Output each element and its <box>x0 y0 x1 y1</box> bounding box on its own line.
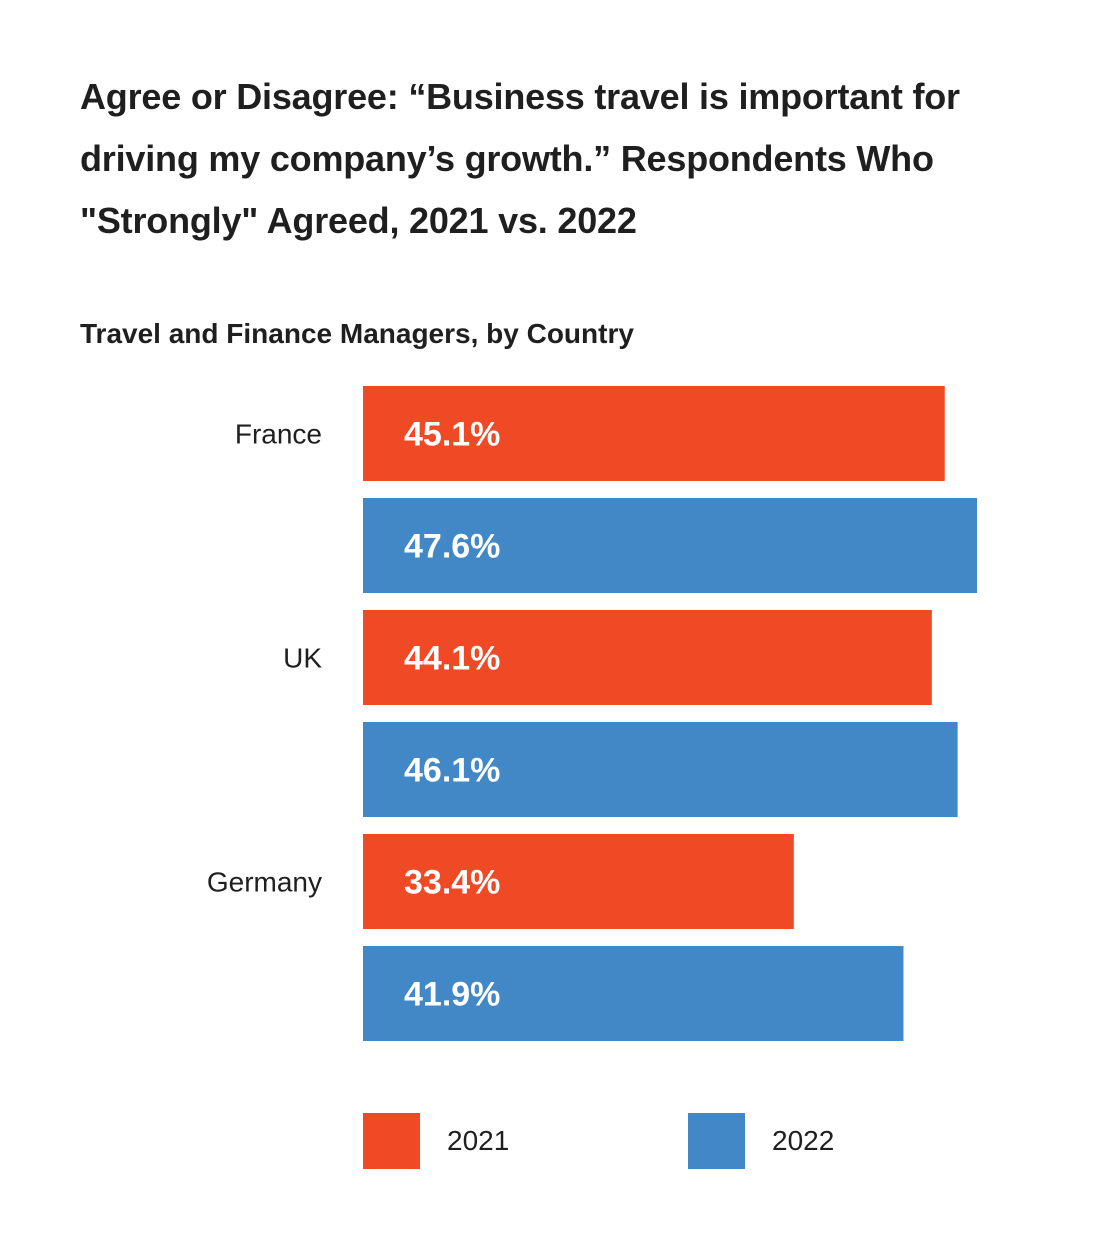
data-label-germany-2022: 41.9% <box>404 976 500 1014</box>
bar-france-2022 <box>363 498 977 593</box>
bar-uk-2021 <box>363 610 932 705</box>
data-label-germany-2021: 33.4% <box>404 864 500 902</box>
data-label-uk-2021: 44.1% <box>404 640 500 678</box>
legend-label-2021: 2021 <box>447 1125 510 1156</box>
legend-swatch-2022 <box>688 1113 745 1169</box>
category-label-france: France <box>235 419 322 450</box>
legend-label-2022: 2022 <box>772 1125 835 1156</box>
chart-subtitle: Travel and Finance Managers, by Country <box>80 318 634 349</box>
bar-uk-2022 <box>363 722 958 817</box>
data-label-france-2022: 47.6% <box>404 528 500 566</box>
category-label-uk: UK <box>283 643 322 674</box>
category-label-germany: Germany <box>207 867 322 898</box>
bar-france-2021 <box>363 386 945 481</box>
chart-title: Agree or Disagree: “Business travel is i… <box>80 76 960 241</box>
bar-germany-2022 <box>363 946 904 1041</box>
data-label-france-2021: 45.1% <box>404 416 500 454</box>
bar-germany-2021 <box>363 834 794 929</box>
legend-swatch-2021 <box>363 1113 420 1169</box>
data-label-uk-2022: 46.1% <box>404 752 500 790</box>
